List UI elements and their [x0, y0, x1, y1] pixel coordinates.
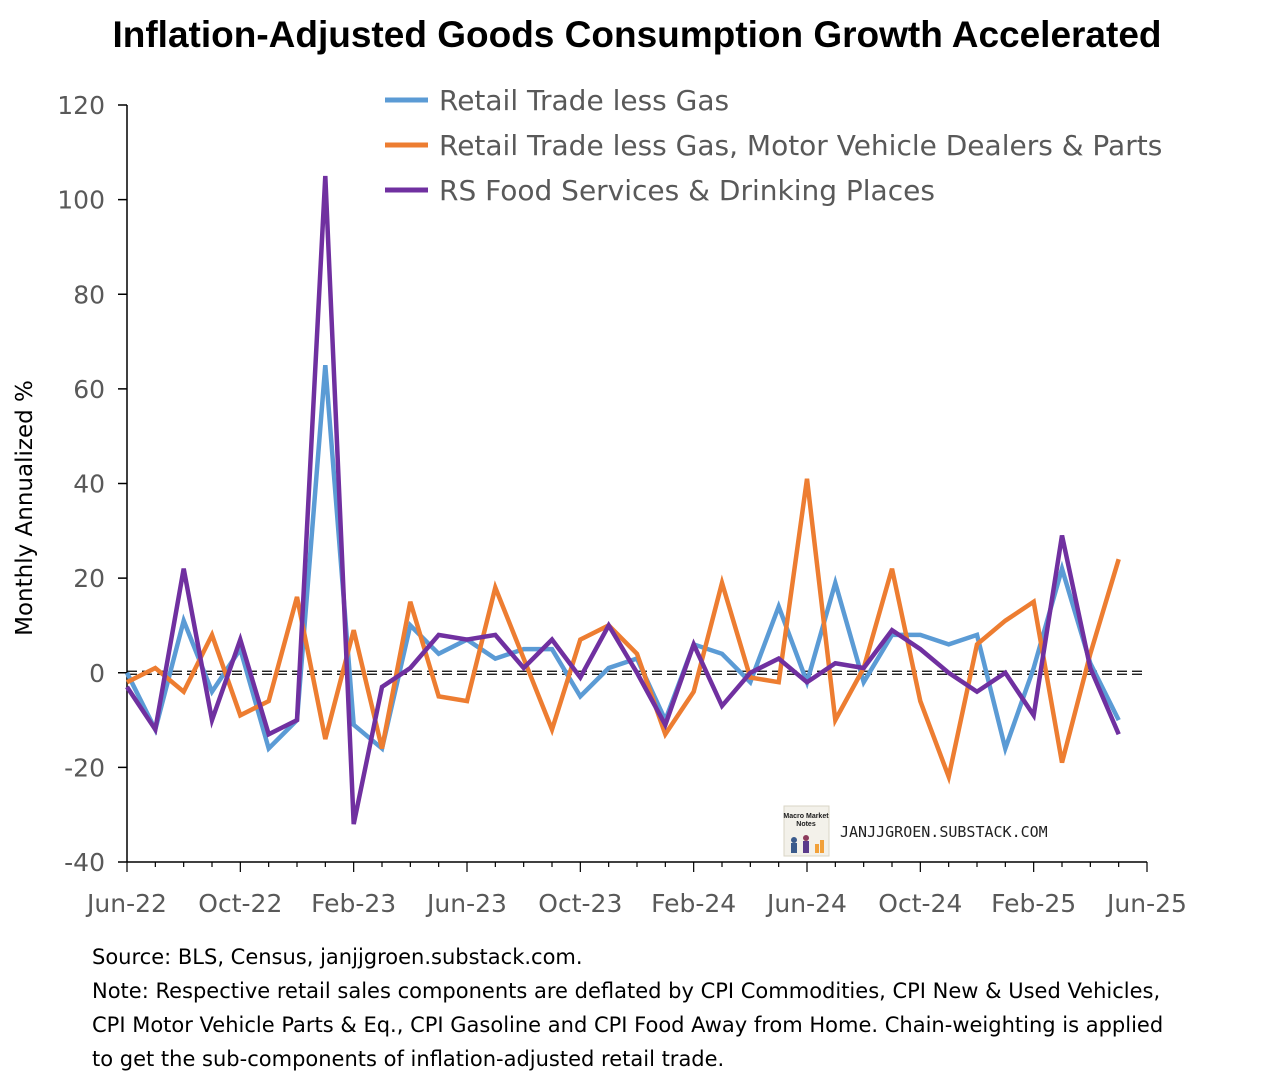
legend-label: Retail Trade less Gas: [439, 84, 729, 117]
note-line: CPI Motor Vehicle Parts & Eq., CPI Gasol…: [92, 1013, 1164, 1037]
y-tick-label: 0: [89, 659, 105, 688]
y-tick-label: 80: [73, 280, 105, 309]
watermark-logo: Macro Market Notes: [783, 805, 830, 857]
svg-text:Notes: Notes: [796, 821, 816, 828]
series-line-2: [125, 478, 1121, 785]
x-tick-label: Feb-24: [651, 889, 736, 918]
x-tick-label: Jun-23: [425, 889, 507, 918]
y-tick-label: 60: [73, 375, 105, 404]
y-tick-label: 100: [57, 186, 105, 215]
legend-label: Retail Trade less Gas, Motor Vehicle Dea…: [439, 129, 1162, 162]
watermark: Macro Market Notes JANJJGROEN.SUBSTACK.C…: [783, 805, 1048, 857]
note-line: Note: Respective retail sales components…: [92, 979, 1161, 1003]
legend-label: RS Food Services & Drinking Places: [439, 174, 935, 207]
y-tick-label: 40: [73, 470, 105, 499]
x-tick-label: Oct-24: [878, 889, 962, 918]
x-tick-label: Feb-25: [991, 889, 1076, 918]
series-lines: [124, 175, 1121, 825]
source-note: Source: BLS, Census, janjjgroen.substack…: [92, 945, 583, 969]
svg-text:Macro Market: Macro Market: [783, 813, 829, 820]
chart-title: Inflation-Adjusted Goods Consumption Gro…: [112, 14, 1162, 55]
watermark-text: JANJJGROEN.SUBSTACK.COM: [840, 823, 1048, 841]
x-tick-label: Jun-25: [1105, 889, 1187, 918]
x-tick-label: Oct-22: [198, 889, 282, 918]
legend: Retail Trade less Gas Retail Trade less G…: [385, 84, 1162, 207]
x-axis: Jun-22 Oct-22 Feb-23 Jun-23 Oct-23 Feb-24 Jun-…: [85, 861, 1187, 918]
y-tick-label: -20: [64, 753, 105, 782]
y-tick-label: 20: [73, 564, 105, 593]
y-axis: 120 100 80 60 40 20 0 -20 -40: [57, 91, 128, 877]
x-tick-label: Oct-23: [538, 889, 622, 918]
series-line-3: [125, 175, 1121, 825]
x-tick-label: Jun-24: [765, 889, 847, 918]
x-tick-label: Jun-22: [85, 889, 167, 918]
footnotes: Source: BLS, Census, janjjgroen.substack…: [92, 940, 1272, 1076]
series-line-1: [124, 365, 1121, 757]
note-line: to get the sub-components of inflation-a…: [92, 1047, 725, 1071]
y-tick-label: 120: [57, 91, 105, 120]
x-tick-label: Feb-23: [311, 889, 396, 918]
y-tick-label: -40: [64, 848, 105, 877]
chart-area: 120 100 80 60 40 20 0 -20 -40 Jun-22 Oct-22 Feb-23…: [12, 84, 1187, 918]
y-axis-label: Monthly Annualized %: [12, 380, 38, 636]
